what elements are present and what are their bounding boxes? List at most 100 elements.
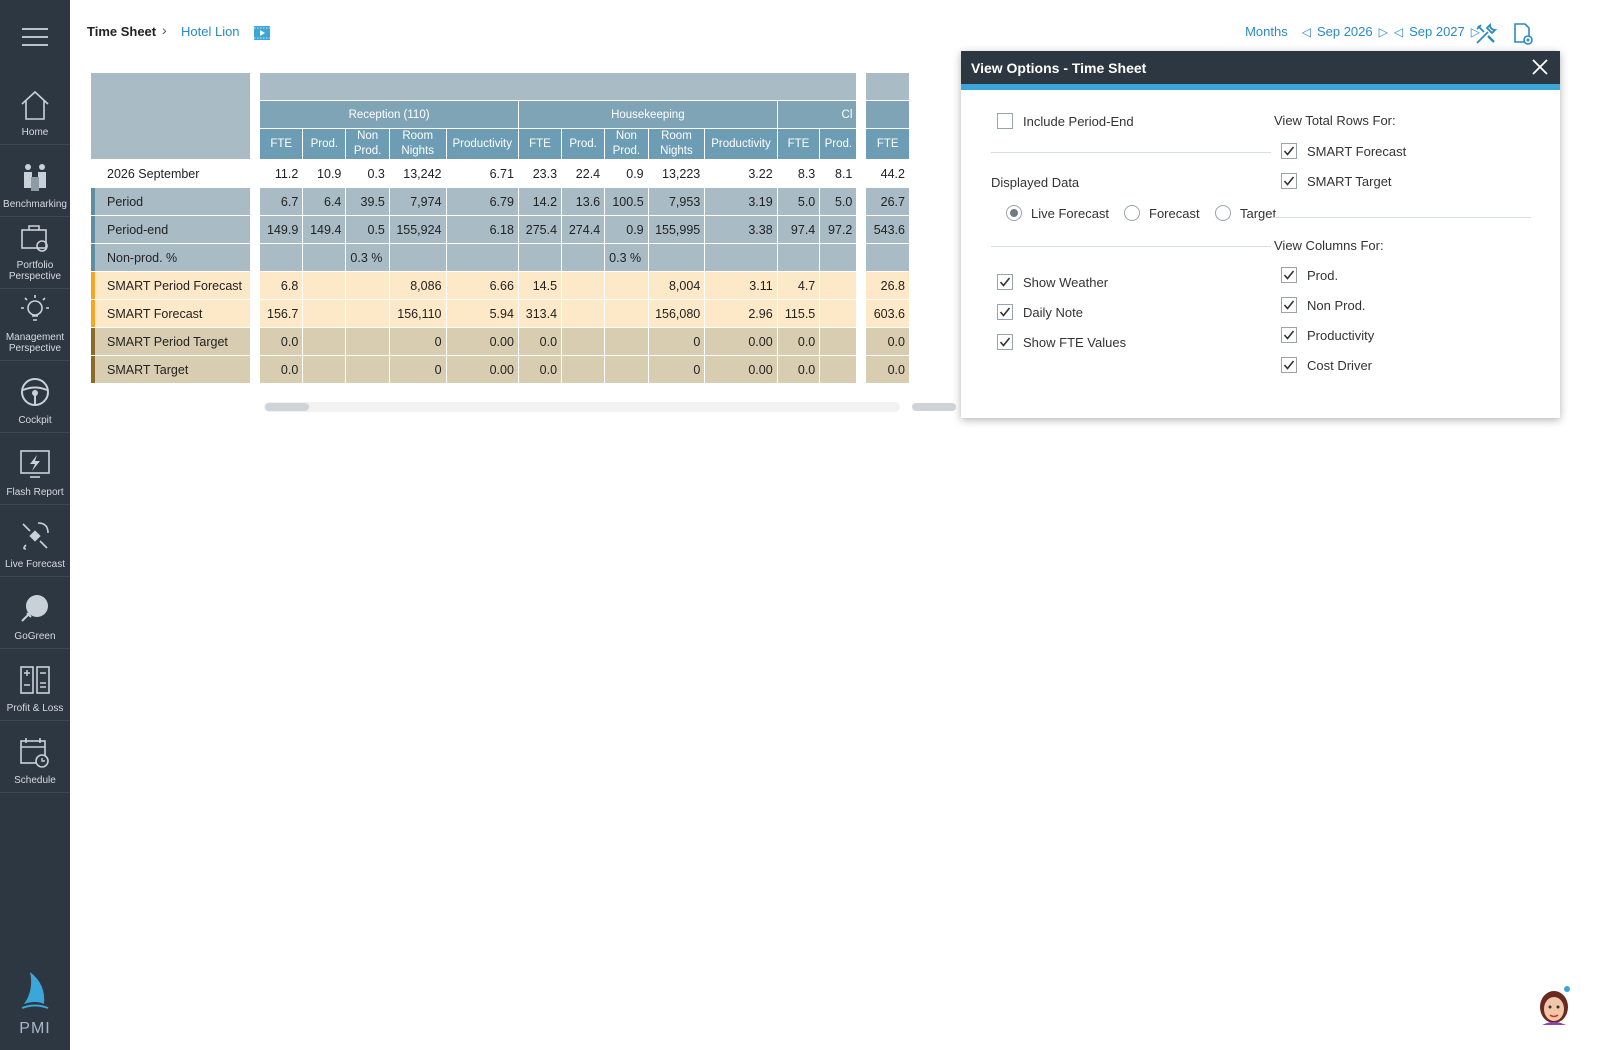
table-cell[interactable]: 0.00 xyxy=(704,327,778,356)
scrollbar-thumb[interactable] xyxy=(912,403,956,411)
checkbox[interactable] xyxy=(1281,327,1297,343)
table-cell[interactable]: 155,995 xyxy=(647,215,706,244)
scrollbar-thumb[interactable] xyxy=(265,403,309,411)
table-cell[interactable]: 0.0 xyxy=(259,327,304,356)
table-cell[interactable]: 156,110 xyxy=(388,299,447,328)
table-cell[interactable]: 26.7 xyxy=(865,187,910,216)
table-cell[interactable] xyxy=(704,243,778,272)
radio-button[interactable] xyxy=(1124,205,1140,221)
table-cell[interactable] xyxy=(819,271,858,300)
table-cell[interactable] xyxy=(445,243,519,272)
table-cell[interactable]: 97.2 xyxy=(819,215,858,244)
table-cell[interactable] xyxy=(819,327,858,356)
table-cell[interactable]: 13,223 xyxy=(647,159,706,188)
table-cell[interactable]: 0.00 xyxy=(445,327,519,356)
menu-icon[interactable] xyxy=(22,28,48,46)
sidebar-item-portfolio[interactable]: Portfolio Perspective xyxy=(0,217,70,289)
table-cell[interactable]: 5.0 xyxy=(776,187,821,216)
table-cell[interactable]: 5.0 xyxy=(819,187,858,216)
table-cell[interactable] xyxy=(561,271,606,300)
table-cell[interactable] xyxy=(604,327,649,356)
table-cell[interactable]: 97.4 xyxy=(776,215,821,244)
table-cell[interactable]: 0 xyxy=(647,327,706,356)
table-cell[interactable]: 13,242 xyxy=(388,159,447,188)
table-cell[interactable]: 6.66 xyxy=(445,271,519,300)
table-cell[interactable]: 0.3 % xyxy=(604,243,649,272)
show-fte-option[interactable]: Show FTE Values xyxy=(997,334,1126,350)
table-cell[interactable] xyxy=(647,243,706,272)
table-cell[interactable]: 603.6 xyxy=(865,299,910,328)
radio-target[interactable]: Target xyxy=(1215,205,1276,221)
checkbox[interactable] xyxy=(997,334,1013,350)
table-cell[interactable]: 0 xyxy=(647,355,706,384)
hotel-link[interactable]: Hotel Lion xyxy=(181,24,240,39)
horizontal-scrollbar[interactable] xyxy=(264,402,900,412)
checkbox[interactable] xyxy=(1281,357,1297,373)
table-cell[interactable]: 3.19 xyxy=(704,187,778,216)
table-cell[interactable] xyxy=(561,299,606,328)
table-cell[interactable]: 14.5 xyxy=(517,271,563,300)
sidebar-item-benchmarking[interactable]: Benchmarking xyxy=(0,145,70,217)
prev-end-arrow-icon[interactable]: ◁ xyxy=(1393,24,1404,39)
page-settings-icon[interactable] xyxy=(1511,22,1535,46)
table-cell[interactable]: 39.5 xyxy=(345,187,390,216)
table-cell[interactable]: 2.96 xyxy=(704,299,778,328)
table-cell[interactable] xyxy=(302,271,347,300)
radio-button[interactable] xyxy=(1006,205,1022,221)
table-cell[interactable]: 26.8 xyxy=(865,271,910,300)
checkbox[interactable] xyxy=(997,274,1013,290)
radio-forecast[interactable]: Forecast xyxy=(1124,205,1200,221)
table-cell[interactable]: 8,086 xyxy=(388,271,447,300)
table-cell[interactable]: 4.7 xyxy=(776,271,821,300)
sidebar-item-gogreen[interactable]: GoGreen xyxy=(0,577,70,649)
table-cell[interactable] xyxy=(259,243,304,272)
table-cell[interactable]: 22.4 xyxy=(561,159,606,188)
close-icon[interactable] xyxy=(1530,57,1550,77)
column-productivity-option[interactable]: Productivity xyxy=(1281,327,1374,343)
table-cell[interactable]: 156,080 xyxy=(647,299,706,328)
assistant-avatar-icon[interactable] xyxy=(1537,985,1573,1027)
checkbox[interactable] xyxy=(1281,173,1297,189)
table-cell[interactable]: 0.0 xyxy=(865,327,910,356)
table-cell[interactable]: 0.9 xyxy=(604,159,649,188)
table-cell[interactable] xyxy=(302,299,347,328)
table-cell[interactable] xyxy=(604,271,649,300)
table-cell[interactable]: 23.3 xyxy=(517,159,563,188)
radio-live-forecast[interactable]: Live Forecast xyxy=(1006,205,1109,221)
table-cell[interactable] xyxy=(865,243,910,272)
table-cell[interactable]: 155,924 xyxy=(388,215,447,244)
table-cell[interactable] xyxy=(302,243,347,272)
table-cell[interactable]: 149.4 xyxy=(302,215,347,244)
sidebar-item-cockpit[interactable]: Cockpit xyxy=(0,361,70,433)
table-cell[interactable]: 0.0 xyxy=(259,355,304,384)
checkbox[interactable] xyxy=(1281,267,1297,283)
table-cell[interactable] xyxy=(345,327,390,356)
table-cell[interactable]: 44.2 xyxy=(865,159,910,188)
show-weather-option[interactable]: Show Weather xyxy=(997,274,1108,290)
table-cell[interactable]: 100.5 xyxy=(604,187,649,216)
table-cell[interactable]: 6.4 xyxy=(302,187,347,216)
table-cell[interactable]: 6.7 xyxy=(259,187,304,216)
table-cell[interactable]: 8,004 xyxy=(647,271,706,300)
table-cell[interactable] xyxy=(819,243,858,272)
table-cell[interactable]: 0.0 xyxy=(776,327,821,356)
period-start[interactable]: Sep 2026 xyxy=(1316,24,1373,39)
table-cell[interactable] xyxy=(604,299,649,328)
table-cell[interactable]: 11.2 xyxy=(259,159,304,188)
table-cell[interactable] xyxy=(345,299,390,328)
column-non-prod-option[interactable]: Non Prod. xyxy=(1281,297,1366,313)
table-cell[interactable]: 0.9 xyxy=(604,215,649,244)
table-cell[interactable] xyxy=(345,271,390,300)
table-cell[interactable]: 3.22 xyxy=(704,159,778,188)
column-prod-option[interactable]: Prod. xyxy=(1281,267,1338,283)
table-cell[interactable]: 0.00 xyxy=(704,355,778,384)
table-cell[interactable] xyxy=(388,243,447,272)
table-cell[interactable]: 0.00 xyxy=(445,355,519,384)
table-cell[interactable]: 274.4 xyxy=(561,215,606,244)
table-cell[interactable] xyxy=(776,243,821,272)
total-row-smart-forecast[interactable]: SMART Forecast xyxy=(1281,143,1406,159)
period-end[interactable]: Sep 2027 xyxy=(1409,24,1465,39)
daily-note-option[interactable]: Daily Note xyxy=(997,304,1083,320)
table-cell[interactable]: 8.3 xyxy=(776,159,821,188)
table-cell[interactable]: 275.4 xyxy=(517,215,563,244)
